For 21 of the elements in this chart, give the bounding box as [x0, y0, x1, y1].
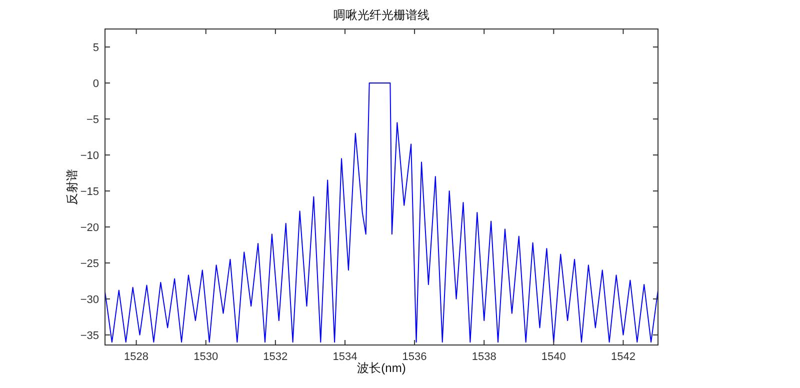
y-axis-title: 反射谱	[65, 169, 79, 205]
y-tick-label: −20	[80, 222, 99, 234]
x-tick-label: 1536	[402, 351, 427, 363]
y-tick-label: −30	[80, 294, 99, 306]
x-tick-label: 1534	[332, 351, 358, 363]
y-tick-label: 5	[92, 42, 99, 54]
y-tick-label: −15	[80, 186, 99, 198]
y-tick-label: −5	[86, 114, 99, 126]
x-tick-label: 1532	[263, 351, 288, 363]
x-tick-label: 1530	[194, 351, 218, 363]
x-tick-label: 1528	[124, 351, 149, 363]
x-tick-label: 1542	[610, 351, 636, 363]
y-tick-label: −35	[80, 330, 99, 342]
y-tick-label: −10	[80, 150, 99, 162]
y-tick-label: −25	[80, 258, 99, 270]
line-series	[105, 82, 658, 343]
x-tick-label: 1538	[472, 351, 496, 363]
x-tick-label: 1540	[541, 351, 566, 363]
chart-title: 啁啾光纤光栅谱线	[334, 8, 430, 22]
x-axis-title: 波长(nm)	[357, 361, 406, 375]
y-tick-label: 0	[92, 78, 99, 90]
